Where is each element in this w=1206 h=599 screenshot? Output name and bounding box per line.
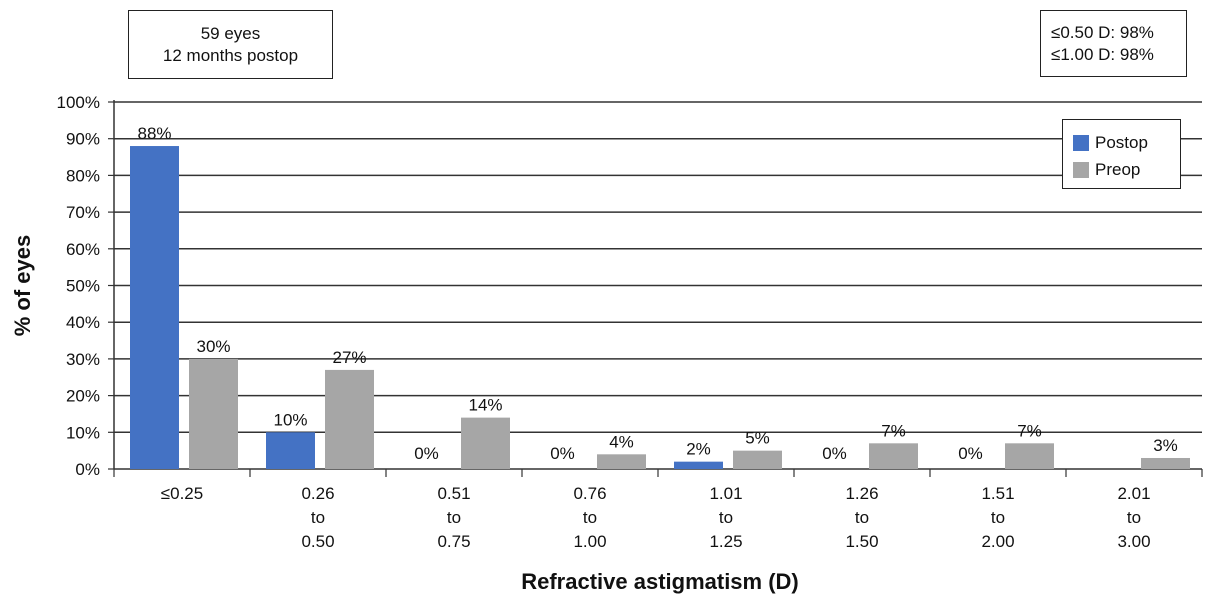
bar-postop (266, 432, 315, 469)
data-label-postop: 88% (137, 124, 171, 143)
info-line-1: 59 eyes (200, 23, 261, 43)
x-tick-label: ≤0.25 (161, 484, 203, 503)
x-tick-label: to (1127, 508, 1141, 527)
data-label-postop: 0% (958, 444, 983, 463)
x-tick-label: 1.25 (709, 532, 742, 551)
sample-info-box: 59 eyes 12 months postop (128, 10, 333, 79)
legend-label-preop: Preop (1095, 160, 1141, 179)
data-label-postop: 0% (822, 444, 847, 463)
data-label-preop: 30% (196, 337, 230, 356)
x-tick-label: 1.00 (573, 532, 606, 551)
legend: Postop Preop (1062, 119, 1181, 189)
bar-preop (461, 417, 510, 469)
accuracy-line-2: ≤1.00 D: 98% (1051, 44, 1154, 64)
x-tick-label: 2.01 (1117, 484, 1150, 503)
x-tick-label: to (311, 508, 325, 527)
data-label-postop: 0% (550, 444, 575, 463)
y-tick-label: 30% (66, 350, 100, 369)
y-tick-label: 80% (66, 166, 100, 185)
y-tick-label: 20% (66, 387, 100, 406)
accuracy-line-1: ≤0.50 D: 98% (1051, 22, 1154, 42)
x-tick-label: 0.26 (301, 484, 334, 503)
legend-item-preop: Preop (1073, 160, 1140, 180)
data-label-preop: 3% (1153, 436, 1178, 455)
x-tick-label: to (583, 508, 597, 527)
x-tick-label: 1.51 (981, 484, 1014, 503)
y-tick-label: 0% (75, 460, 100, 479)
data-label-preop: 7% (1017, 421, 1042, 440)
data-label-postop: 0% (414, 444, 439, 463)
x-tick-label: to (719, 508, 733, 527)
legend-swatch-preop (1073, 162, 1089, 178)
x-axis-title: Refractive astigmatism (D) (521, 569, 799, 594)
x-tick-label: 0.75 (437, 532, 470, 551)
x-tick-label: to (855, 508, 869, 527)
x-tick-label: 3.00 (1117, 532, 1150, 551)
legend-label-postop: Postop (1095, 133, 1148, 152)
legend-item-postop: Postop (1073, 133, 1148, 153)
x-tick-label: to (991, 508, 1005, 527)
bar-postop (130, 146, 179, 470)
x-tick-label: 1.50 (845, 532, 878, 551)
data-label-preop: 7% (881, 421, 906, 440)
bar-preop (325, 369, 374, 469)
y-tick-label: 100% (57, 93, 100, 112)
data-label-postop: 10% (273, 410, 307, 429)
y-tick-label: 40% (66, 313, 100, 332)
y-tick-label: 50% (66, 277, 100, 296)
x-tick-label: 1.26 (845, 484, 878, 503)
bar-postop (674, 461, 723, 469)
x-tick-label: to (447, 508, 461, 527)
y-tick-label: 70% (66, 203, 100, 222)
x-tick-label: 0.50 (301, 532, 334, 551)
bar-preop (733, 450, 782, 469)
x-tick-label: 0.51 (437, 484, 470, 503)
bar-preop (597, 454, 646, 469)
legend-swatch-postop (1073, 135, 1089, 151)
bar-preop (1141, 457, 1190, 469)
x-tick-label: 2.00 (981, 532, 1014, 551)
y-tick-label: 60% (66, 240, 100, 259)
bar-preop (869, 443, 918, 469)
x-tick-label: 1.01 (709, 484, 742, 503)
bar-preop (189, 358, 238, 469)
data-label-preop: 27% (332, 348, 366, 367)
y-tick-label: 10% (66, 423, 100, 442)
info-line-2: 12 months postop (162, 45, 299, 65)
y-axis-title: % of eyes (10, 235, 35, 337)
x-tick-label: 0.76 (573, 484, 606, 503)
y-tick-label: 90% (66, 130, 100, 149)
data-label-preop: 14% (468, 396, 502, 415)
data-label-preop: 5% (745, 429, 770, 448)
data-label-preop: 4% (609, 432, 634, 451)
data-label-postop: 2% (686, 440, 711, 459)
bar-preop (1005, 443, 1054, 469)
accuracy-box: ≤0.50 D: 98% ≤1.00 D: 98% (1040, 10, 1187, 77)
